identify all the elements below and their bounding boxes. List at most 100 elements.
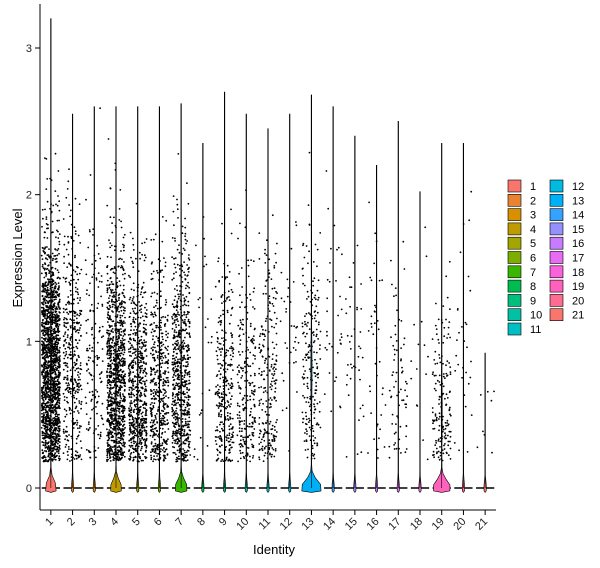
data-point [108, 421, 111, 424]
data-point [47, 373, 50, 376]
data-point [116, 277, 119, 279]
data-point [144, 443, 147, 446]
data-point [58, 351, 61, 353]
data-point [107, 333, 110, 335]
data-point [88, 229, 91, 231]
data-point [86, 289, 88, 292]
data-point [131, 260, 134, 263]
data-point [45, 299, 48, 302]
data-point [55, 324, 57, 326]
data-point [119, 368, 122, 371]
data-point [145, 316, 148, 318]
data-point [56, 316, 58, 319]
data-point [48, 458, 51, 461]
data-point [41, 340, 43, 343]
data-point [172, 446, 174, 448]
data-point [150, 347, 153, 350]
data-point [45, 395, 47, 397]
data-point [72, 302, 75, 305]
data-point [63, 317, 66, 319]
data-point [55, 424, 58, 427]
data-point [52, 332, 55, 335]
data-point [162, 394, 165, 396]
data-point [175, 458, 178, 461]
data-point [119, 306, 122, 309]
data-point [155, 351, 158, 353]
data-point [184, 238, 187, 241]
data-point [47, 391, 50, 393]
data-point [122, 236, 125, 239]
data-point [58, 435, 61, 438]
data-point [108, 333, 111, 336]
data-point [142, 371, 145, 374]
data-point [76, 314, 78, 316]
data-point [76, 358, 78, 361]
data-point [121, 456, 123, 459]
data-point [91, 346, 94, 349]
data-point [145, 439, 148, 442]
data-point [130, 325, 133, 328]
data-point [43, 366, 46, 368]
data-point [58, 361, 60, 364]
data-point [164, 261, 167, 264]
data-point [109, 460, 112, 462]
data-point [171, 414, 174, 417]
data-point [67, 235, 69, 238]
data-point [181, 281, 184, 283]
data-point [56, 429, 59, 432]
data-point [164, 457, 167, 460]
data-point [135, 450, 137, 453]
data-point [66, 378, 69, 381]
data-point [172, 383, 174, 386]
data-point [150, 278, 153, 281]
data-point [56, 345, 59, 348]
data-point [189, 429, 192, 432]
data-point [106, 384, 109, 387]
data-point [80, 268, 83, 271]
data-point [141, 411, 144, 414]
data-point [47, 323, 50, 325]
data-point [55, 257, 58, 260]
data-point [64, 333, 66, 335]
data-point [109, 383, 111, 386]
data-point [123, 396, 126, 399]
data-point [144, 388, 147, 391]
data-point [177, 373, 180, 375]
data-point [56, 204, 59, 207]
data-point [66, 384, 69, 387]
data-point [57, 446, 59, 449]
data-point [57, 327, 59, 330]
data-point [52, 350, 55, 353]
data-point [172, 397, 174, 400]
data-point [172, 343, 174, 346]
data-point [145, 333, 148, 336]
data-point [75, 390, 77, 393]
data-point [113, 432, 116, 435]
data-point [100, 281, 103, 283]
data-point [118, 280, 121, 282]
data-point [175, 315, 178, 318]
data-point [116, 340, 119, 343]
data-point [109, 269, 112, 271]
data-point [44, 338, 46, 341]
data-point [95, 279, 98, 281]
data-point [68, 168, 70, 171]
data-point [154, 233, 157, 236]
data-point [138, 432, 141, 435]
data-point [150, 415, 153, 418]
data-point [143, 383, 146, 386]
data-point [167, 381, 170, 384]
data-point [48, 337, 51, 340]
data-point [144, 457, 147, 460]
data-point [57, 378, 59, 381]
data-point [100, 380, 103, 383]
data-point [70, 302, 72, 305]
data-point [165, 333, 168, 336]
data-point [138, 309, 141, 312]
data-point [76, 347, 79, 350]
data-point [174, 240, 177, 242]
data-point [43, 393, 46, 396]
data-point [185, 295, 188, 298]
data-point [141, 296, 144, 299]
data-point [53, 321, 56, 324]
